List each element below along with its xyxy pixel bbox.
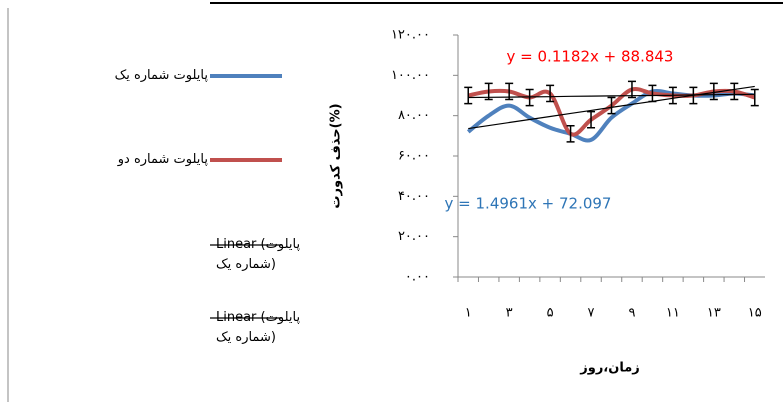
- error-bar: [464, 86, 473, 105]
- y-tick-label: ۱۲۰.۰۰: [391, 28, 430, 43]
- x-tick-label: ۳: [506, 306, 513, 321]
- x-tick-label: ۱۳: [707, 306, 721, 321]
- error-bar: [730, 82, 739, 101]
- y-tick-label: ۰.۰۰: [405, 270, 430, 285]
- x-axis-label: زمان،روز: [579, 361, 640, 376]
- error-bar: [587, 110, 596, 129]
- error-bar: [546, 84, 555, 103]
- trendline-equation: y = 1.4961x + 72.097: [445, 195, 612, 213]
- error-bar: [709, 82, 718, 101]
- legend-label: Linear (پایلوت شماره یک): [216, 310, 301, 345]
- x-tick-label: ۷: [588, 306, 595, 321]
- y-tick-label: ۶۰.۰۰: [398, 149, 430, 164]
- error-bar: [566, 125, 575, 143]
- trend-line: [468, 93, 755, 99]
- x-tick-label: ۹: [628, 306, 635, 321]
- error-bar: [607, 96, 616, 115]
- y-tick-label: ۴۰.۰۰: [398, 189, 430, 204]
- error-bar: [627, 80, 636, 99]
- legend-label: پایلوت شماره یک: [114, 68, 208, 83]
- y-axis-label: حذف کدورت(%): [329, 103, 344, 208]
- x-tick-label: ۱: [465, 306, 472, 321]
- y-tick-label: ۱۰۰.۰۰: [391, 68, 430, 83]
- y-tick-label: ۸۰.۰۰: [398, 108, 430, 123]
- series-line: [466, 88, 755, 143]
- y-tick-label: ۲۰.۰۰: [398, 229, 430, 244]
- trendline-equation: y = 0.1182x + 88.843: [507, 48, 674, 66]
- x-tick-label: ۱۵: [748, 306, 762, 321]
- legend-label: Linear (پایلوت شماره یک): [216, 237, 301, 272]
- x-tick-label: ۱۱: [666, 306, 680, 321]
- trend-line: [468, 85, 755, 130]
- error-bar: [525, 88, 534, 107]
- error-bar: [750, 88, 759, 107]
- x-tick-label: ۵: [547, 306, 554, 321]
- legend-label: پایلوت شماره دو: [117, 152, 208, 167]
